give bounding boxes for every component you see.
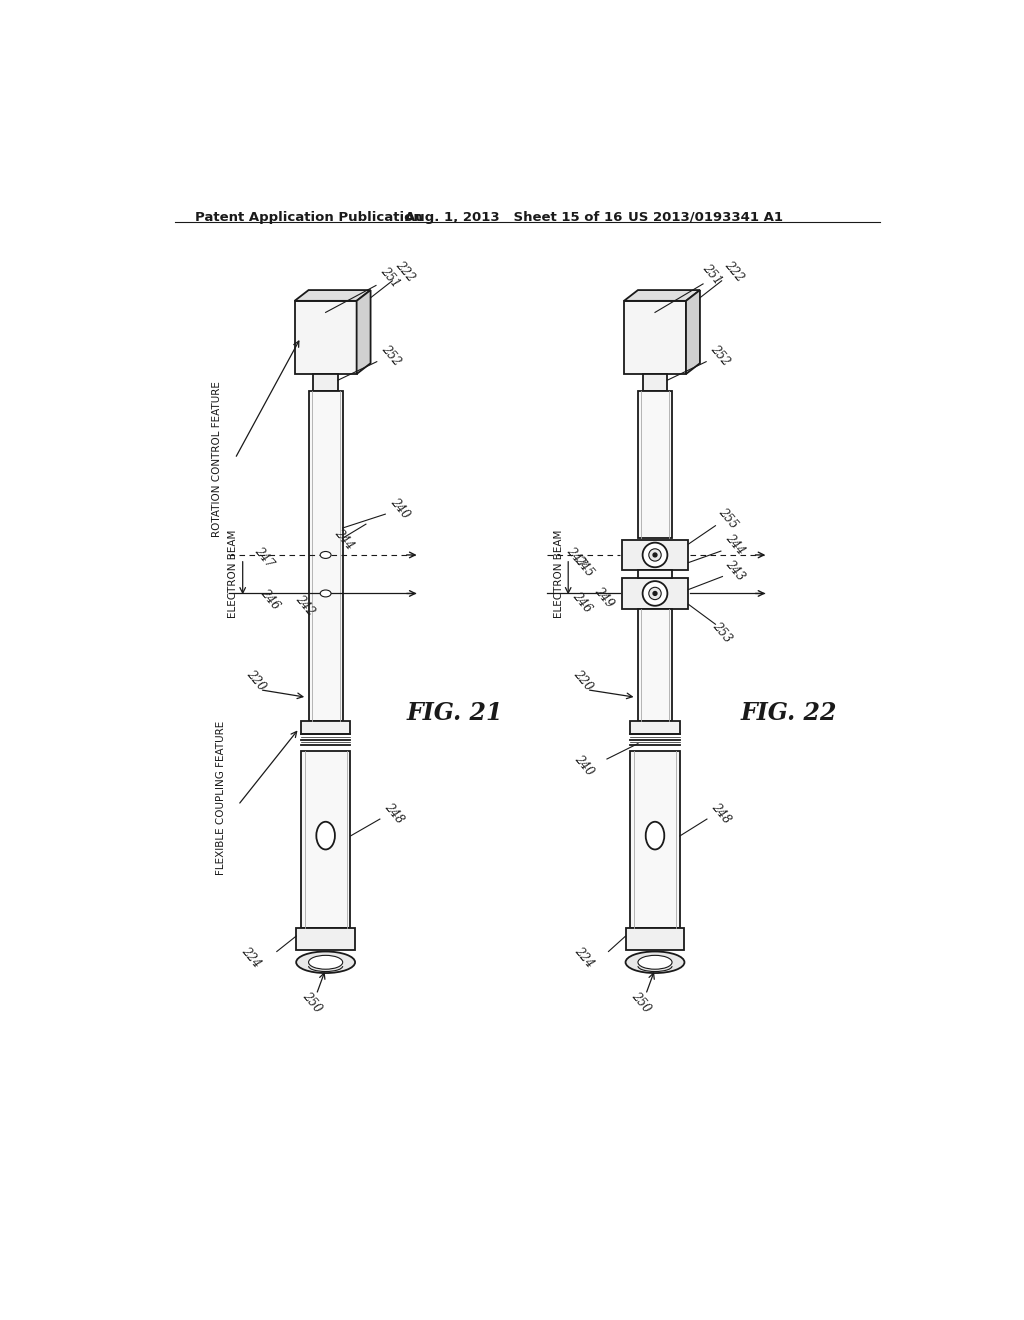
Polygon shape (313, 374, 338, 391)
Text: ELECTRON BEAM: ELECTRON BEAM (554, 531, 564, 618)
Text: 247: 247 (252, 544, 276, 570)
Text: 250: 250 (299, 990, 324, 1015)
Ellipse shape (308, 956, 343, 969)
Text: 245: 245 (571, 553, 596, 579)
Text: 252: 252 (378, 343, 402, 368)
Text: 222: 222 (392, 259, 417, 284)
Polygon shape (295, 301, 356, 374)
Polygon shape (624, 301, 686, 374)
Polygon shape (356, 290, 371, 374)
Text: 222: 222 (722, 259, 746, 284)
Text: Aug. 1, 2013   Sheet 15 of 16: Aug. 1, 2013 Sheet 15 of 16 (406, 211, 623, 224)
Text: US 2013/0193341 A1: US 2013/0193341 A1 (628, 211, 783, 224)
Text: 240: 240 (571, 752, 596, 777)
Text: 220: 220 (244, 668, 268, 693)
Text: 224: 224 (240, 945, 263, 970)
Text: 246: 246 (569, 590, 594, 615)
Text: 252: 252 (708, 343, 732, 368)
Text: 242: 242 (293, 593, 317, 618)
Text: 247: 247 (563, 544, 588, 570)
Circle shape (649, 587, 662, 599)
Text: Patent Application Publication: Patent Application Publication (196, 211, 423, 224)
Text: 244: 244 (332, 527, 356, 552)
Ellipse shape (321, 552, 331, 558)
Polygon shape (630, 721, 680, 734)
Ellipse shape (296, 952, 355, 973)
Text: 250: 250 (629, 990, 653, 1015)
Text: ELECTRON BEAM: ELECTRON BEAM (228, 531, 239, 618)
Polygon shape (638, 570, 672, 578)
Text: 251: 251 (378, 265, 402, 290)
Text: 240: 240 (388, 495, 412, 521)
Polygon shape (638, 609, 672, 721)
Text: FIG. 22: FIG. 22 (740, 701, 837, 725)
Polygon shape (686, 290, 700, 374)
Text: 224: 224 (571, 945, 596, 970)
Circle shape (653, 553, 657, 557)
Circle shape (653, 591, 657, 595)
Ellipse shape (321, 590, 331, 597)
Text: 251: 251 (700, 261, 724, 286)
Polygon shape (301, 721, 350, 734)
Polygon shape (630, 751, 680, 928)
Polygon shape (301, 751, 350, 928)
Polygon shape (624, 290, 700, 301)
Text: 220: 220 (570, 668, 595, 693)
Ellipse shape (316, 822, 335, 850)
Circle shape (649, 549, 662, 561)
Polygon shape (622, 578, 688, 609)
Polygon shape (643, 374, 668, 391)
Text: 255: 255 (716, 506, 740, 531)
Text: 244: 244 (722, 532, 746, 557)
Text: 246: 246 (257, 587, 282, 612)
Polygon shape (296, 928, 355, 950)
Ellipse shape (646, 822, 665, 850)
Text: ROTATION CONTROL FEATURE: ROTATION CONTROL FEATURE (212, 380, 222, 537)
Circle shape (643, 581, 668, 606)
Polygon shape (626, 928, 684, 950)
Text: 253: 253 (710, 619, 734, 644)
Text: 248: 248 (381, 800, 406, 826)
Ellipse shape (638, 956, 672, 969)
Polygon shape (638, 391, 672, 539)
Polygon shape (295, 290, 371, 301)
Polygon shape (622, 540, 688, 570)
Text: 248: 248 (709, 800, 733, 826)
Text: 249: 249 (592, 585, 615, 610)
Ellipse shape (626, 952, 684, 973)
Text: FLEXIBLE COUPLING FEATURE: FLEXIBLE COUPLING FEATURE (216, 721, 226, 875)
Circle shape (643, 543, 668, 568)
Polygon shape (308, 391, 343, 721)
Text: FIG. 21: FIG. 21 (407, 701, 504, 725)
Text: 243: 243 (723, 557, 748, 583)
